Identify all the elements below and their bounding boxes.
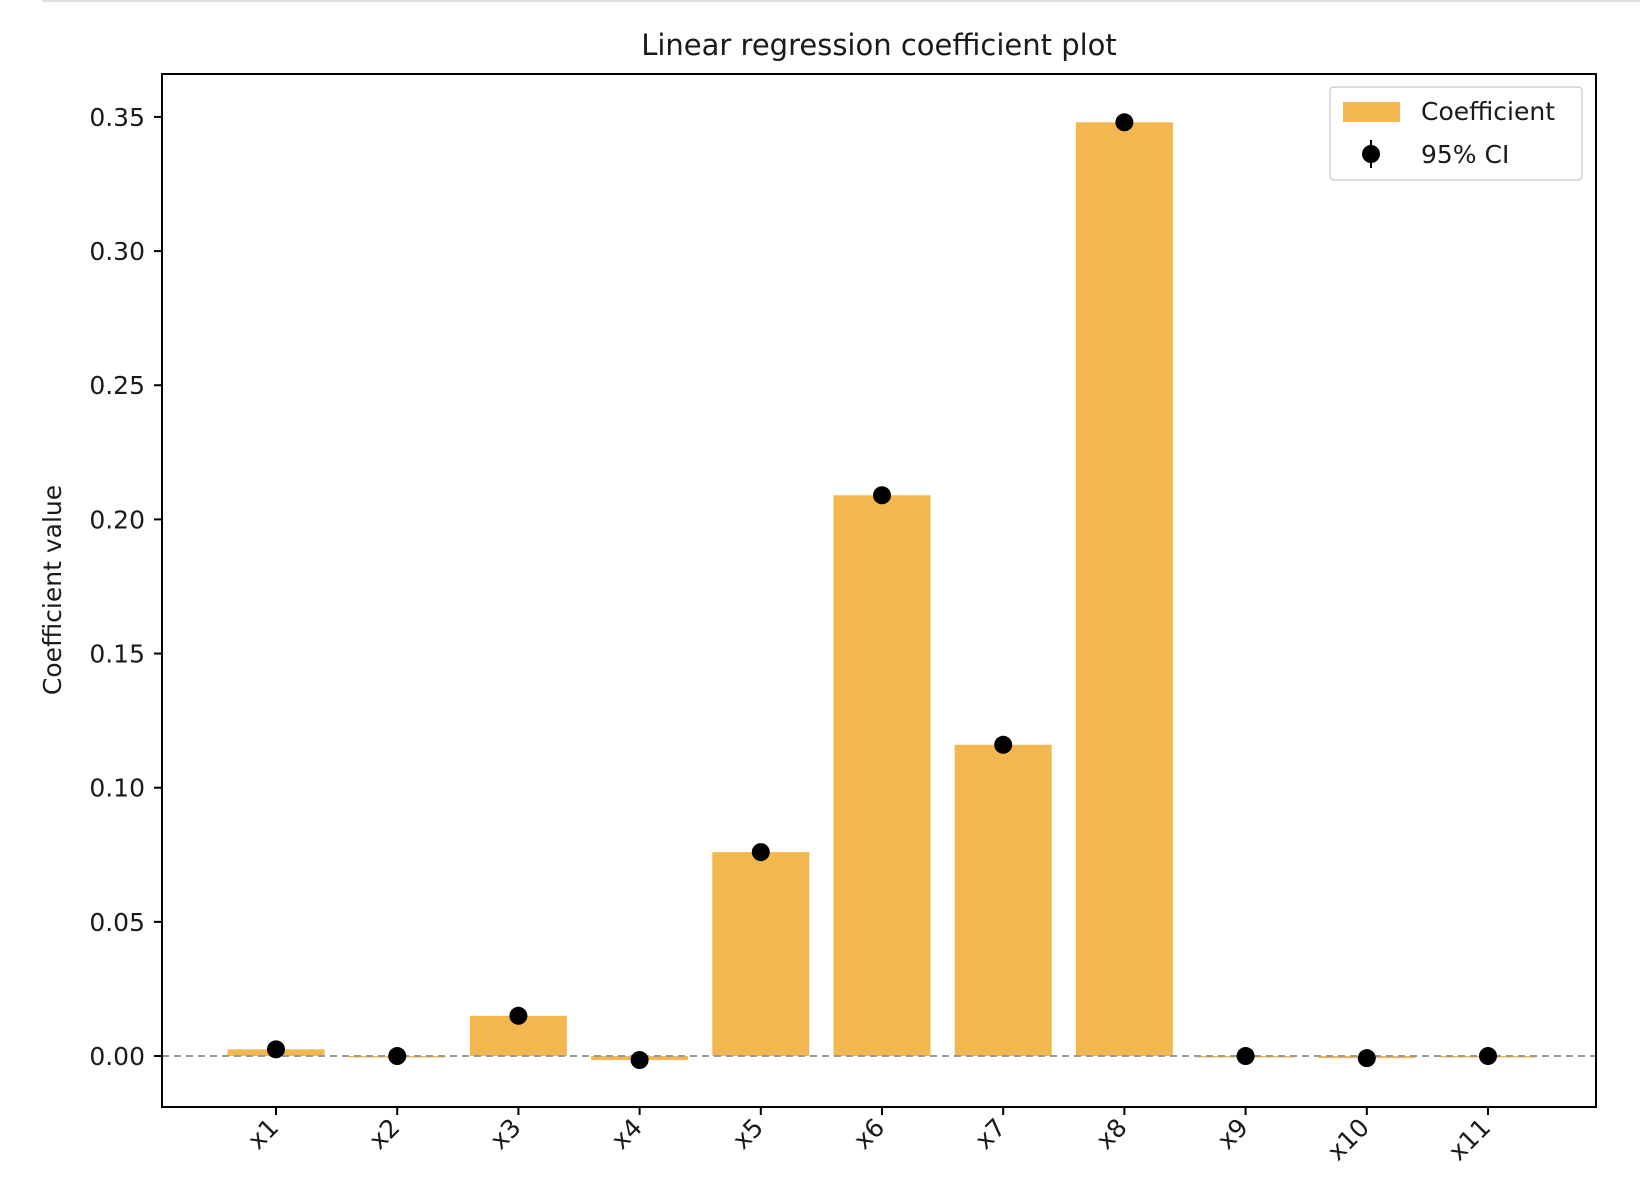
y-tick-label-0.05: 0.05 (89, 908, 145, 937)
ci-marker-x2 (388, 1047, 407, 1066)
x-tick-label-x4: x4 (606, 1113, 648, 1155)
x-tick-label-x11: x11 (1443, 1113, 1496, 1166)
ci-marker-x9 (1236, 1047, 1255, 1066)
ci-marker-x8 (1115, 113, 1134, 132)
y-tick-label-0.35: 0.35 (89, 103, 145, 132)
y-tick-label-0.20: 0.20 (89, 505, 145, 534)
y-axis-label: Coefficient value (38, 485, 67, 695)
x-tick-label-x7: x7 (969, 1113, 1011, 1155)
ci-marker-x11 (1479, 1047, 1497, 1066)
ci-marker-x4 (630, 1051, 649, 1070)
y-tick-label-0.00: 0.00 (89, 1042, 145, 1071)
y-tick-label-0.10: 0.10 (89, 774, 145, 803)
x-tick-label-x2: x2 (363, 1113, 405, 1155)
y-tick-label-0.15: 0.15 (89, 640, 145, 669)
top-border-line (42, 0, 1640, 2)
bar-x5 (712, 852, 810, 1057)
x-tick-label-x8: x8 (1090, 1113, 1132, 1155)
bar-x7 (954, 744, 1052, 1057)
x-tick-label-x10: x10 (1322, 1113, 1375, 1166)
legend-coefficient-label: Coefficient (1421, 97, 1555, 126)
ci-marker-x1 (267, 1040, 285, 1059)
ci-marker-x7 (994, 735, 1013, 754)
ci-marker-x6 (873, 486, 891, 505)
x-tick-label-x1: x1 (242, 1113, 284, 1155)
bar-x6 (833, 495, 931, 1057)
x-tick-label-x6: x6 (848, 1113, 890, 1155)
x-tick-label-x3: x3 (484, 1113, 526, 1155)
ci-marker-x3 (509, 1006, 528, 1025)
bar-x8 (1075, 122, 1173, 1057)
y-tick-label-0.25: 0.25 (89, 371, 145, 400)
legend-coefficient-swatch (1343, 102, 1400, 122)
ci-marker-x10 (1357, 1049, 1376, 1068)
ci-marker-x5 (751, 843, 770, 862)
x-tick-label-x5: x5 (727, 1113, 769, 1155)
plot-area: 0.00 0.05 0.10 0.15 0.20 0.25 0.30 0.35 x1 x2 x3 x4… (89, 73, 1597, 1166)
x-tick-label-x9: x9 (1212, 1113, 1254, 1155)
legend-ci-label: 95% CI (1421, 140, 1509, 169)
y-tick-label-0.30: 0.30 (89, 237, 145, 266)
axes-frame (161, 73, 1597, 1108)
chart-title: Linear regression coefficient plot (641, 28, 1117, 62)
legend-ci-marker (1362, 145, 1380, 163)
legend: Coefficient 95% CI (1329, 86, 1583, 181)
